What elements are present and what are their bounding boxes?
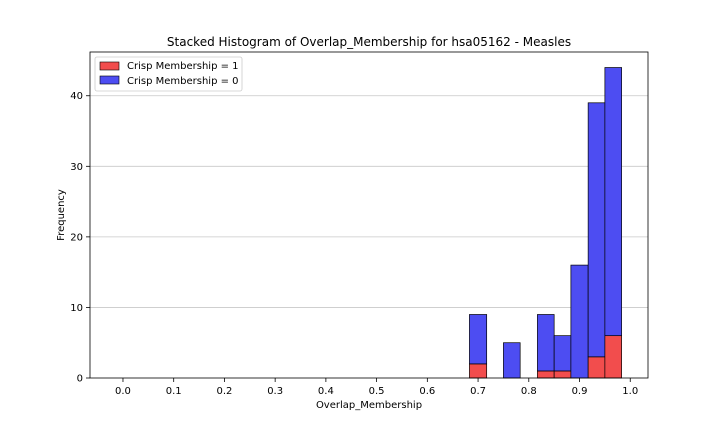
x-tick-label: 0.5 — [369, 386, 385, 397]
y-axis-ticks: 0 10 20 30 40 — [70, 91, 90, 385]
bar-series-1 — [503, 342, 521, 379]
plot-frame — [89, 51, 649, 379]
x-tick-label: 0.7 — [470, 386, 486, 397]
legend-label-series-0: Crisp Membership = 0 — [127, 76, 239, 87]
bar-series-1 — [604, 67, 622, 337]
y-tick-label: 40 — [70, 91, 83, 102]
grid-lines — [90, 95, 648, 308]
x-tick-label: 0.2 — [216, 386, 232, 397]
bar-series-1 — [570, 264, 589, 379]
bar-series-1 — [537, 314, 555, 372]
bar-series-1 — [587, 102, 606, 358]
x-axis-ticks: 0.0 0.1 0.2 0.3 0.4 0.5 0.6 0.7 0.8 0.9 1.0 — [115, 378, 638, 397]
chart-title: Stacked Histogram of Overlap_Membership … — [167, 35, 571, 49]
x-tick-label: 0.4 — [318, 386, 334, 397]
y-axis-label: Frequency — [56, 189, 67, 241]
legend-box — [94, 56, 243, 92]
bar-series-0 — [587, 356, 606, 379]
legend-swatch-series-1 — [99, 61, 120, 71]
y-tick-label: 20 — [70, 232, 83, 243]
legend-swatch-series-0 — [99, 75, 120, 85]
bar-series-1 — [553, 335, 572, 372]
x-tick-label: 0.6 — [419, 386, 435, 397]
y-tick-label: 0 — [77, 374, 83, 385]
bar-series-1 — [469, 314, 488, 365]
bar-series-0 — [553, 370, 572, 379]
bar-series-0 — [604, 335, 622, 379]
y-tick-label: 30 — [70, 162, 83, 173]
bars — [469, 67, 622, 379]
x-tick-label: 1.0 — [622, 386, 638, 397]
legend: Crisp Membership = 1 Crisp Membership = … — [94, 56, 243, 92]
x-tick-label: 0.9 — [572, 386, 588, 397]
x-tick-label: 0.8 — [521, 386, 537, 397]
bar-series-0 — [537, 370, 555, 379]
x-axis-label: Overlap_Membership — [316, 400, 422, 411]
x-tick-label: 0.1 — [166, 386, 182, 397]
legend-label-series-1: Crisp Membership = 1 — [127, 61, 239, 72]
y-tick-label: 10 — [70, 303, 83, 314]
x-tick-label: 0.0 — [115, 386, 131, 397]
x-tick-label: 0.3 — [267, 386, 283, 397]
bar-series-0 — [469, 363, 488, 379]
